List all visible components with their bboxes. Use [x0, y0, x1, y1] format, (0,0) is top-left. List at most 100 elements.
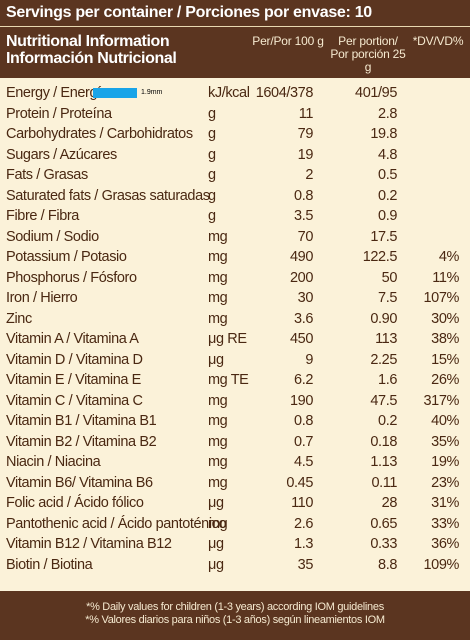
nutrient-name: Vitamin D / Vitamina D [6, 351, 143, 368]
daily-value-percent: 31% [431, 495, 459, 511]
table-row: Fats / Grasas g 2 0.5 [0, 165, 470, 186]
table-row: Folic acid / Ácido fólico μg 110 28 31% [0, 493, 470, 514]
value-per-portion: 0.2 [378, 187, 397, 204]
value-per-portion: 0.2 [378, 413, 397, 429]
value-per-portion: 122.5 [362, 249, 398, 265]
value-per-portion: 0.9 [378, 208, 397, 224]
value-per-100g: 70 [297, 228, 314, 245]
table-row: Phosphorus / Fósforo mg 200 50 11% [0, 268, 470, 289]
nutrient-name: Sodium / Sodio [6, 228, 99, 245]
value-per-portion: 2.8 [378, 105, 397, 122]
nutrient-name: Saturated fats / Grasas saturadas [6, 187, 210, 204]
header-title: Nutritional Information Información Nutr… [6, 33, 177, 67]
value-per-portion: 0.65 [370, 515, 397, 532]
value-per-100g: 200 [290, 269, 313, 286]
value-per-100g: 2 [305, 167, 313, 183]
nutrient-unit: kJ/kcal [208, 85, 250, 101]
value-per-portion: 50 [381, 269, 398, 286]
table-row: Potassium / Potasio mg 490 122.5 4% [0, 247, 470, 268]
table-row: Sodium / Sodio mg 70 17.5 [0, 227, 470, 248]
value-per-portion: 0.11 [371, 474, 397, 491]
table-row: Niacin / Niacina mg 4.5 1.13 19% [0, 452, 470, 473]
nutrient-name: Potassium / Potasio [6, 249, 127, 265]
nutrient-name: Vitamin E / Vitamina E [6, 372, 141, 388]
nutrient-unit: g [208, 146, 216, 163]
nutrient-name: Fats / Grasas [6, 167, 88, 183]
column-header-per-100g: Per/Por 100 g [252, 34, 324, 48]
nutrient-unit: mg [208, 269, 228, 286]
daily-value-percent: 30% [431, 310, 459, 327]
nutrient-unit: mg [208, 310, 228, 327]
table-row: Vitamin B12 / Vitamina B12 μg 1.3 0.33 36% [0, 534, 470, 555]
nutrient-name: Sugars / Azúcares [6, 146, 117, 163]
nutrient-name: Zinc [6, 310, 32, 327]
table-row: Vitamin B1 / Vitamina B1 mg 0.8 0.2 40% [0, 411, 470, 432]
table-row: Energy / Energía kJ/kcal 1604/378 401/95 1.9… [0, 83, 470, 104]
value-per-100g: 1604/378 [255, 85, 314, 101]
daily-value-percent: 33% [431, 515, 459, 532]
nutrient-unit: g [208, 187, 216, 204]
nutrient-unit: μg [208, 495, 224, 511]
nutrient-unit: mg [208, 474, 228, 491]
daily-value-percent: 11% [432, 269, 459, 286]
nutrient-unit: mg [208, 228, 228, 245]
table-row: Vitamin D / Vitamina D μg 9 2.25 15% [0, 350, 470, 371]
table-row: Vitamin B2 / Vitamina B2 mg 0.7 0.18 35% [0, 432, 470, 453]
daily-value-percent: 23% [431, 474, 459, 491]
value-per-portion: 2.25 [370, 351, 397, 368]
nutrient-unit: mg TE [208, 372, 249, 388]
daily-value-percent: 4% [438, 249, 460, 265]
nutrient-name: Vitamin B1 / Vitamina B1 [6, 413, 157, 429]
column-header-per-portion-line1: Per portion/ [338, 34, 398, 48]
value-per-100g: 6.2 [294, 372, 313, 388]
nutrient-name: Folic acid / Ácido fólico [6, 495, 144, 511]
value-per-portion: 401/95 [355, 85, 397, 101]
value-per-100g: 11 [298, 105, 314, 122]
nutrient-name: Phosphorus / Fósforo [6, 269, 137, 286]
table-row: Vitamin E / Vitamina E mg TE 6.2 1.6 26% [0, 370, 470, 391]
table-row: Zinc mg 3.6 0.90 30% [0, 309, 470, 330]
value-per-100g: 0.45 [286, 474, 313, 491]
value-per-100g: 0.7 [294, 433, 313, 450]
footnote: *% Daily values for children (1-3 years)… [0, 591, 470, 640]
table-row: Iron / Hierro mg 30 7.5 107% [0, 288, 470, 309]
nutrient-name: Iron / Hierro [6, 290, 78, 306]
title-spanish: Información Nutricional [6, 50, 177, 67]
nutrient-unit: mg [208, 433, 228, 450]
daily-value-percent: 15% [431, 351, 459, 368]
value-per-portion: 0.90 [370, 310, 397, 327]
value-per-portion: 8.8 [378, 556, 397, 573]
value-per-portion: 0.18 [370, 433, 397, 450]
value-per-portion: 28 [381, 495, 398, 511]
value-per-portion: 0.33 [370, 536, 397, 552]
table-row: Pantothenic acid / Ácido pantoténico mg 2.… [0, 514, 470, 535]
value-per-100g: 35 [297, 556, 314, 573]
daily-value-percent: 107% [423, 290, 460, 306]
table-row: Carbohydrates / Carbohidratos g 79 19.8 [0, 124, 470, 145]
energy-measure-note: 1.9mm [141, 89, 163, 96]
value-per-100g: 1.3 [294, 536, 313, 552]
value-per-100g: 79 [297, 126, 314, 142]
nutrient-name: Carbohydrates / Carbohidratos [6, 126, 193, 142]
nutrient-table: Energy / Energía kJ/kcal 1604/378 401/95 1.9… [0, 78, 470, 591]
nutrient-name: Protein / Proteína [6, 105, 112, 122]
nutrient-unit: g [208, 126, 216, 142]
nutrient-unit: μg RE [208, 331, 247, 347]
column-header-per-portion-line2: Por porción 25 g [330, 47, 406, 74]
daily-value-percent: 109% [423, 556, 460, 573]
nutrient-name: Vitamin C / Vitamina C [6, 392, 143, 409]
column-header-daily-value: *DV/VD% [412, 34, 464, 48]
daily-value-percent: 19% [431, 454, 459, 470]
value-per-100g: 490 [290, 249, 313, 265]
nutrient-name: Vitamin B6/ Vitamina B6 [6, 474, 153, 491]
value-per-portion: 113 [375, 331, 397, 347]
nutrient-unit: μg [208, 556, 224, 573]
nutrient-name: Energy / Energía [6, 85, 109, 101]
table-header: Nutritional Information Información Nutr… [0, 26, 470, 78]
table-row: Vitamin B6/ Vitamina B6 mg 0.45 0.11 23% [0, 473, 470, 494]
nutrient-unit: g [208, 167, 216, 183]
table-row: Vitamin C / Vitamina C mg 190 47.5 317% [0, 391, 470, 412]
value-per-100g: 19 [297, 146, 314, 163]
value-per-portion: 1.13 [370, 454, 397, 470]
